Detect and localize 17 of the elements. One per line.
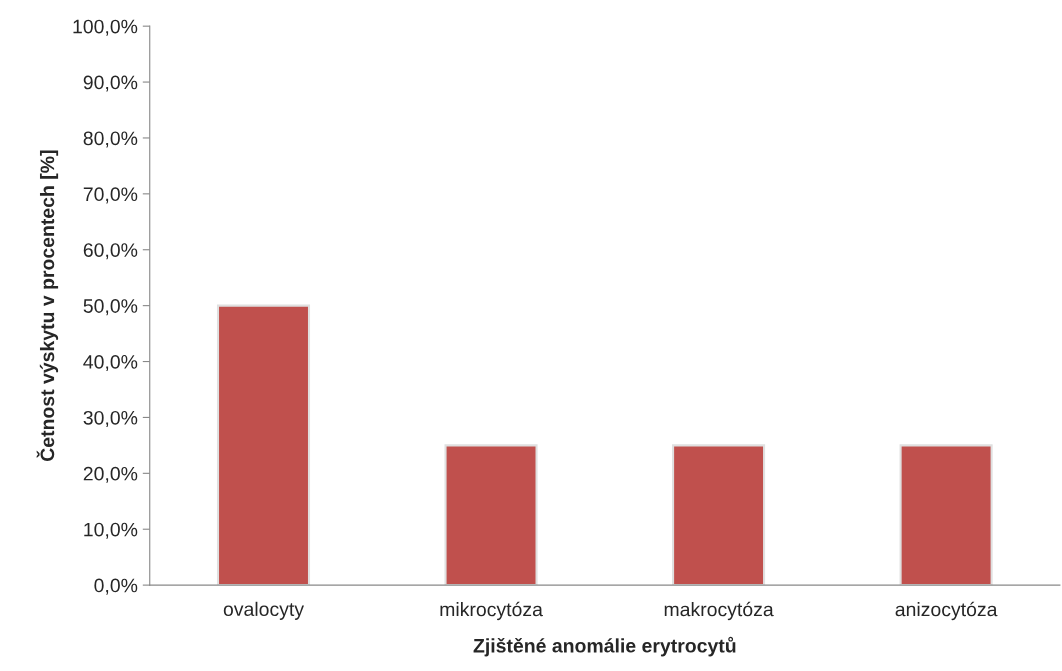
x-tick-label: makrocytóza — [664, 601, 774, 621]
x-tick-label: anizocytóza — [895, 601, 998, 621]
y-tick-label: 100,0% — [73, 19, 138, 36]
y-tick-label: 60,0% — [83, 243, 138, 260]
x-tick-label: mikrocytóza — [440, 601, 543, 621]
y-tick-label: 30,0% — [83, 410, 138, 427]
y-tick-label: 0,0% — [94, 578, 138, 595]
x-tick-label: ovalocyty — [223, 601, 304, 620]
y-tick-label: 10,0% — [84, 522, 138, 539]
y-tick-label: 70,0% — [83, 187, 138, 204]
x-axis-title: Zjištěné anomálie erytrocytů — [473, 636, 736, 657]
y-tick-label: 90,0% — [83, 75, 138, 92]
y-tick-label: 40,0% — [83, 355, 138, 372]
y-tick-label: 50,0% — [83, 299, 138, 316]
y-axis-title: Četnost výskytu v procentech [%] — [36, 150, 59, 461]
y-tick-label: 20,0% — [83, 466, 138, 483]
y-tick-label: 80,0% — [83, 131, 138, 148]
